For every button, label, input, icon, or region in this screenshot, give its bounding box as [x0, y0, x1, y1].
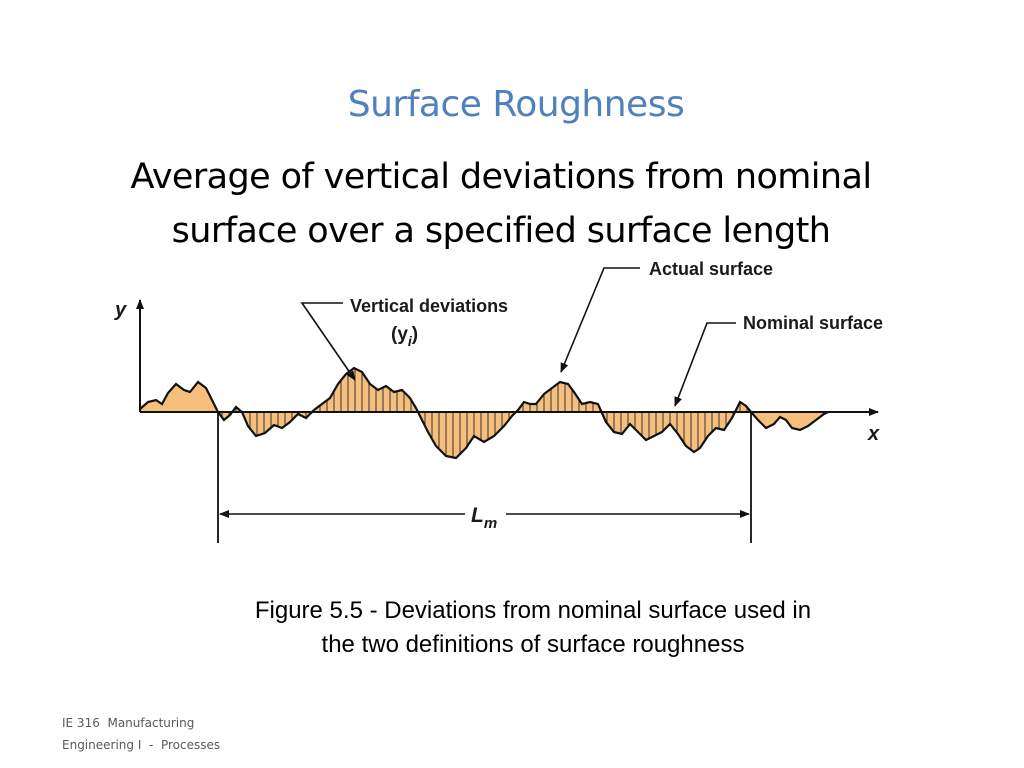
subtitle-line-2: surface over a specified surface length	[171, 211, 831, 251]
caption-line-2: the two definitions of surface roughness	[321, 631, 745, 658]
nominal-surface-leader	[674, 322, 736, 407]
actual-surface-leader	[560, 267, 640, 373]
caption-line-1: Figure 5.5 - Deviations from nominal sur…	[254, 597, 812, 624]
vertical-deviations-leader	[300, 302, 356, 381]
y-axis-label: y	[114, 299, 127, 321]
lm-subscript: m	[484, 515, 497, 532]
slide-title: Surface Roughness	[347, 84, 685, 125]
yi-open: (y	[391, 324, 408, 345]
x-axis-label: x	[867, 423, 880, 445]
actual-surface-label: Actual surface	[649, 259, 773, 279]
yi-subscript: i	[408, 333, 413, 349]
subtitle-line-1: Average of vertical deviations from nomi…	[130, 157, 873, 197]
nominal-surface-label: Nominal surface	[743, 313, 883, 333]
slide-subtitle: Average of vertical deviations from nomi…	[86, 150, 916, 258]
footer-line-1: IE 316 Manufacturing	[62, 716, 195, 730]
slide-footer: IE 316 Manufacturing Engineering I - Pro…	[62, 712, 220, 756]
yi-label: (yi)	[391, 324, 418, 349]
yi-close: )	[412, 324, 418, 345]
vertical-deviation-hatching	[221, 368, 748, 458]
vertical-deviations-label: Vertical deviations	[350, 296, 508, 316]
actual-surface-profile	[139, 366, 829, 460]
lm-label: Lm	[471, 504, 497, 532]
figure-caption: Figure 5.5 - Deviations from nominal sur…	[196, 594, 870, 662]
lm-main: L	[471, 504, 484, 527]
footer-line-2: Engineering I - Processes	[62, 738, 221, 752]
